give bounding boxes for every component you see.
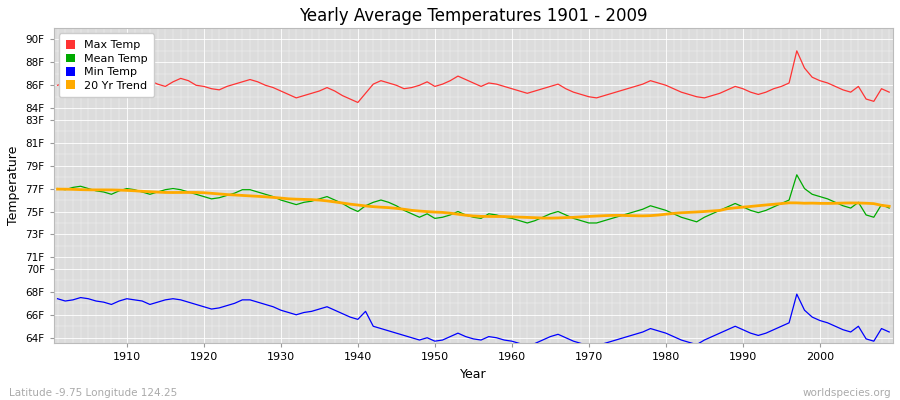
- Y-axis label: Temperature: Temperature: [7, 146, 20, 225]
- Text: Latitude -9.75 Longitude 124.25: Latitude -9.75 Longitude 124.25: [9, 388, 177, 398]
- Title: Yearly Average Temperatures 1901 - 2009: Yearly Average Temperatures 1901 - 2009: [299, 7, 648, 25]
- X-axis label: Year: Year: [460, 368, 487, 381]
- Legend: Max Temp, Mean Temp, Min Temp, 20 Yr Trend: Max Temp, Mean Temp, Min Temp, 20 Yr Tre…: [59, 34, 154, 97]
- Text: worldspecies.org: worldspecies.org: [803, 388, 891, 398]
